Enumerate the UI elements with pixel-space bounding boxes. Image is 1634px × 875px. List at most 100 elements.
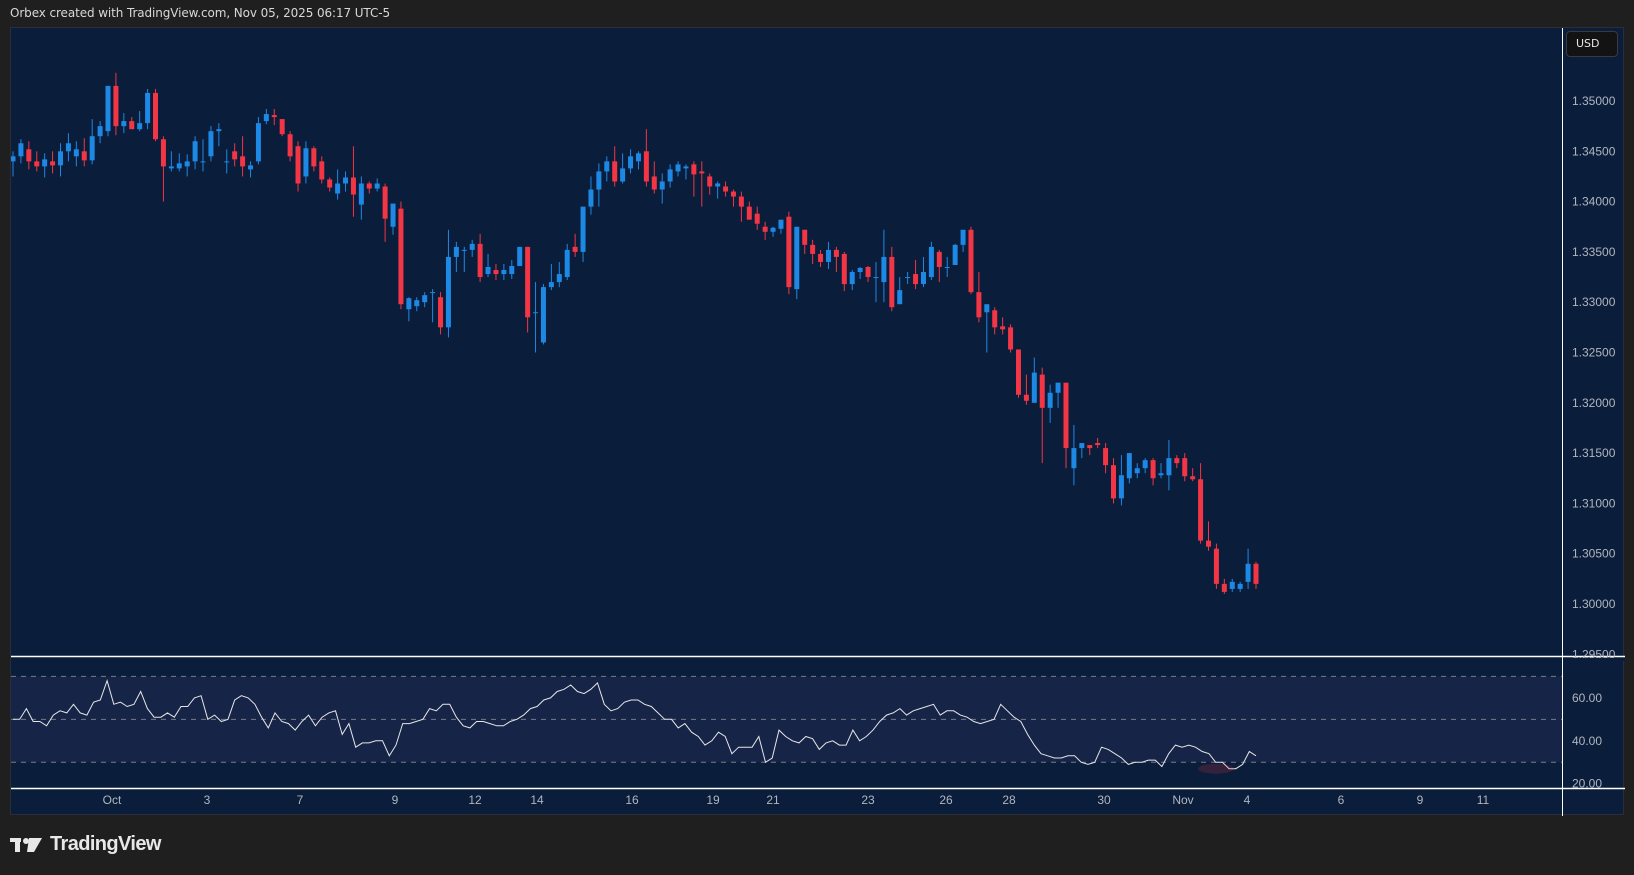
candle[interactable] — [18, 139, 24, 164]
candle[interactable] — [319, 156, 325, 184]
rsi-line[interactable] — [13, 679, 1257, 770]
candle[interactable] — [184, 154, 190, 177]
candle[interactable] — [335, 169, 341, 200]
candle[interactable] — [374, 178, 380, 192]
candle[interactable] — [667, 164, 673, 188]
candle[interactable] — [936, 249, 942, 283]
candle[interactable] — [841, 251, 847, 292]
candle[interactable] — [50, 151, 56, 174]
candle[interactable] — [952, 243, 958, 265]
candle[interactable] — [176, 153, 182, 172]
candle[interactable] — [1229, 578, 1235, 592]
tradingview-logo[interactable]: TradingView — [10, 833, 161, 856]
candle[interactable] — [1039, 367, 1045, 464]
candle[interactable] — [1103, 443, 1109, 474]
rsi-axis[interactable]: 60.00 40.00 20.00 — [1572, 691, 1602, 791]
candle[interactable] — [588, 176, 594, 215]
candle[interactable] — [445, 229, 451, 338]
candle[interactable] — [651, 161, 657, 194]
candle[interactable] — [620, 153, 626, 184]
candle[interactable] — [295, 141, 301, 192]
candle[interactable] — [168, 151, 174, 172]
candle[interactable] — [540, 284, 546, 345]
candle[interactable] — [279, 119, 285, 137]
candle[interactable] — [216, 123, 222, 147]
candle[interactable] — [232, 143, 238, 167]
candle[interactable] — [11, 151, 16, 177]
candle[interactable] — [699, 161, 705, 207]
candle[interactable] — [287, 131, 293, 162]
candle[interactable] — [65, 133, 71, 162]
candle[interactable] — [493, 263, 499, 281]
candle[interactable] — [905, 272, 911, 285]
candle[interactable] — [255, 117, 261, 165]
candle[interactable] — [42, 153, 48, 178]
candle[interactable] — [422, 292, 428, 308]
candle[interactable] — [1071, 424, 1077, 486]
candle[interactable] — [137, 111, 143, 132]
candle[interactable] — [1198, 463, 1204, 544]
candle[interactable] — [350, 146, 356, 217]
candle[interactable] — [366, 181, 372, 194]
candle[interactable] — [762, 221, 768, 240]
candle[interactable] — [34, 151, 40, 172]
candle[interactable] — [517, 246, 523, 266]
candle[interactable] — [596, 163, 602, 207]
candle[interactable] — [453, 241, 459, 273]
candle[interactable] — [192, 136, 198, 170]
candle[interactable] — [501, 263, 507, 281]
candle[interactable] — [358, 176, 364, 220]
candle[interactable] — [1142, 458, 1148, 474]
candle[interactable] — [1047, 384, 1053, 423]
candle[interactable] — [715, 181, 721, 199]
candle[interactable] — [240, 136, 246, 177]
candle[interactable] — [89, 119, 95, 165]
candle[interactable] — [707, 173, 713, 195]
candle[interactable] — [738, 191, 744, 222]
candle[interactable] — [1150, 458, 1156, 486]
candle[interactable] — [327, 177, 333, 192]
time-axis[interactable]: Oct 3 7 9 12 14 16 19 21 23 26 28 30 Nov 4 6 9 11 — [103, 793, 1490, 807]
candle[interactable] — [683, 164, 689, 180]
candle[interactable] — [1110, 458, 1116, 504]
candle[interactable] — [1213, 543, 1219, 589]
candle[interactable] — [160, 136, 166, 202]
candle[interactable] — [509, 259, 515, 280]
price-axis[interactable]: 1.35000 1.34500 1.34000 1.33500 1.33000 1.325… — [1572, 94, 1616, 661]
candle[interactable] — [913, 259, 919, 290]
candle[interactable] — [311, 146, 317, 172]
candle[interactable] — [1055, 382, 1061, 408]
candle[interactable] — [406, 297, 412, 322]
candle[interactable] — [1182, 453, 1188, 482]
candle[interactable] — [865, 265, 871, 283]
chart-canvas[interactable]: 1.35000 1.34500 1.34000 1.33500 1.33000 1.325… — [11, 28, 1625, 816]
candle[interactable] — [430, 289, 436, 323]
candle[interactable] — [248, 161, 254, 178]
candle[interactable] — [548, 263, 554, 291]
candle[interactable] — [1000, 317, 1006, 335]
candle[interactable] — [224, 149, 230, 174]
candle[interactable] — [1023, 374, 1029, 405]
candle[interactable] — [390, 203, 396, 235]
candlestick-series[interactable] — [11, 72, 1259, 594]
candle[interactable] — [833, 246, 839, 273]
candle[interactable] — [81, 138, 87, 167]
candle[interactable] — [825, 241, 831, 270]
candle[interactable] — [1031, 357, 1037, 403]
candle[interactable] — [343, 171, 349, 192]
candle[interactable] — [810, 239, 816, 264]
candle[interactable] — [145, 88, 151, 130]
candle[interactable] — [105, 85, 111, 137]
candle[interactable] — [770, 226, 776, 237]
candle[interactable] — [121, 113, 127, 134]
candle[interactable] — [113, 72, 119, 136]
candle[interactable] — [438, 292, 444, 335]
candle[interactable] — [556, 261, 562, 288]
candle[interactable] — [461, 246, 467, 273]
candle[interactable] — [1237, 581, 1243, 592]
candle[interactable] — [303, 141, 309, 184]
candle[interactable] — [873, 261, 879, 303]
candle[interactable] — [881, 229, 887, 303]
candle[interactable] — [778, 219, 784, 234]
candle[interactable] — [1015, 349, 1021, 398]
